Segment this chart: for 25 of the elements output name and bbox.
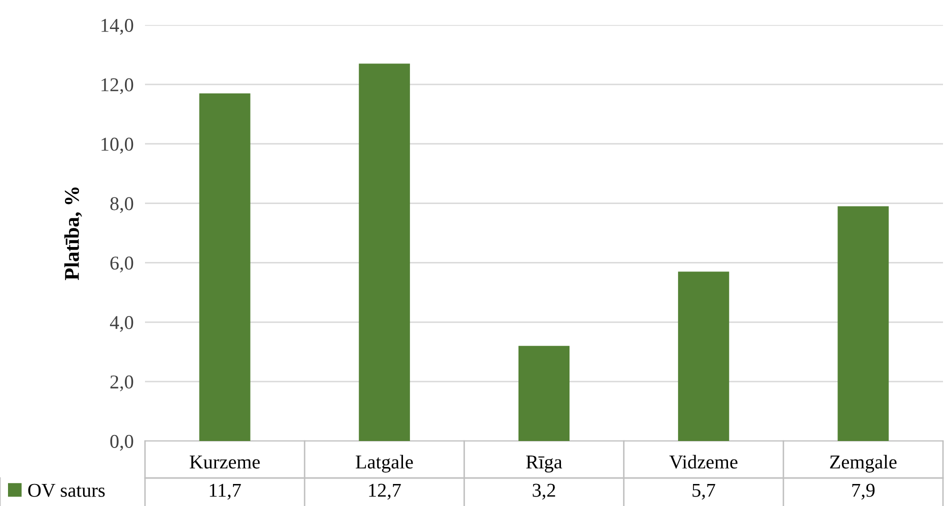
bar xyxy=(199,93,250,441)
data-label: 12,7 xyxy=(369,484,401,500)
x-tick-label: Vidzeme xyxy=(669,454,738,469)
x-tick-label: Kurzeme xyxy=(190,456,260,469)
data-label: 5,7 xyxy=(692,484,716,500)
bar xyxy=(838,206,889,441)
data-label: 11,7 xyxy=(210,484,241,500)
x-tick-label: Latgale xyxy=(356,454,413,473)
y-tick-label: 8,0 xyxy=(110,197,134,214)
y-tick-label: 6,0 xyxy=(110,256,134,272)
y-tick-label: 4,0 xyxy=(110,316,134,332)
data-label: 7,9 xyxy=(852,484,875,500)
y-axis-title: Platība, % xyxy=(64,187,82,280)
bar xyxy=(358,64,410,441)
x-tick-label: Zemgale xyxy=(830,454,897,473)
bar xyxy=(678,272,730,441)
y-tick-label: 12,0 xyxy=(102,78,134,94)
data-label: 3,2 xyxy=(532,484,556,500)
y-tick-label: 2,0 xyxy=(110,375,134,392)
y-tick-label: 10,0 xyxy=(102,138,134,154)
legend-label: OV saturs xyxy=(28,484,105,498)
y-tick-label: 0,0 xyxy=(110,434,134,451)
y-tick-label: 14,0 xyxy=(102,18,134,35)
bar xyxy=(518,346,570,441)
x-tick-label: Rīga xyxy=(526,456,562,473)
